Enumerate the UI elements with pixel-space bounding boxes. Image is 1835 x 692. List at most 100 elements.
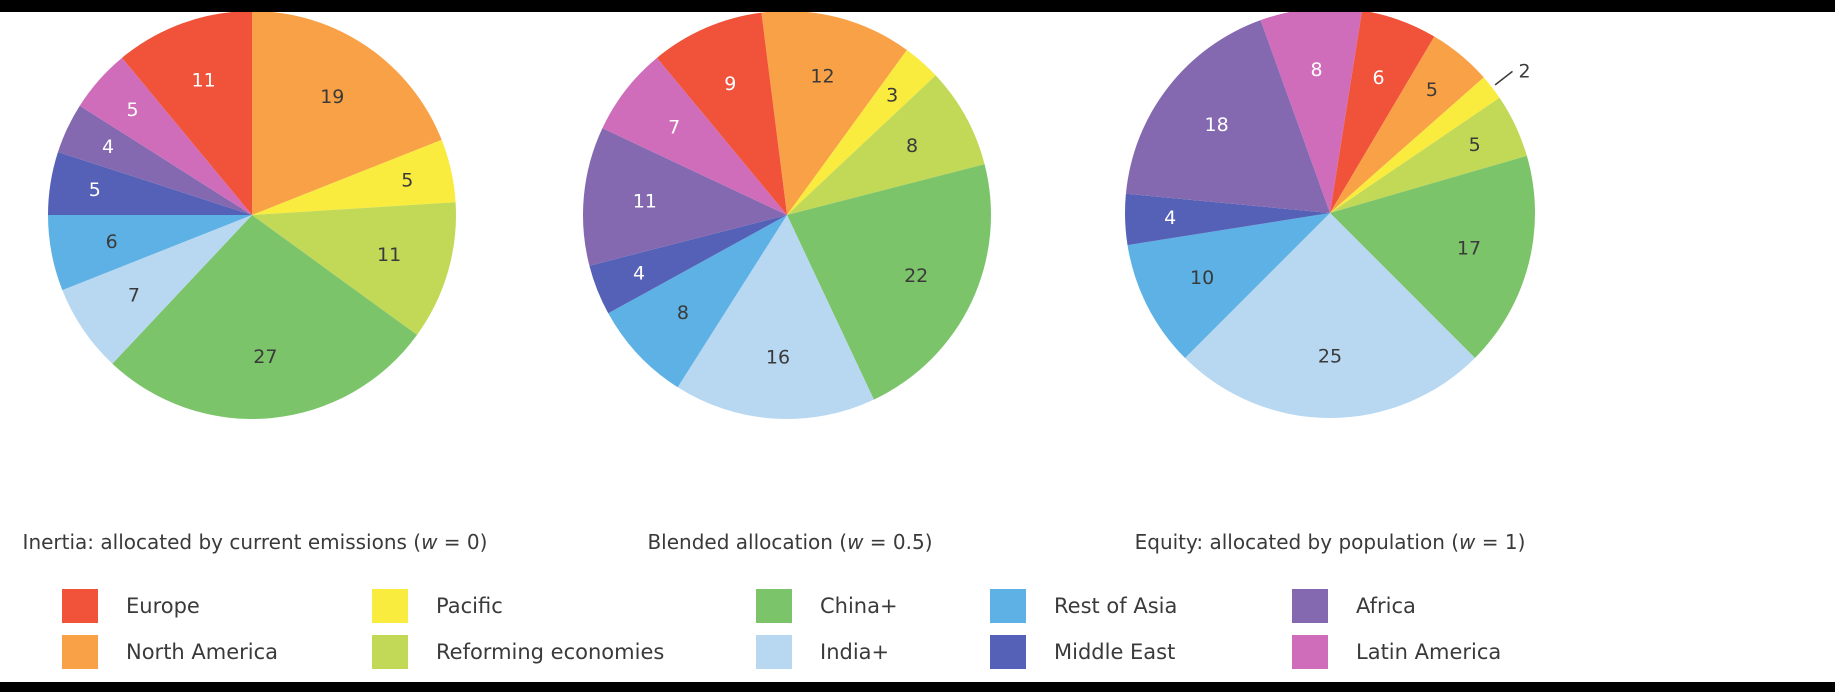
slice-label-reforming-economies: 11 (377, 244, 401, 266)
pie-caption-equity: Equity: allocated by population (w = 1) (1100, 530, 1560, 554)
slice-middle-east (589, 215, 787, 314)
slice-north-america (761, 12, 907, 215)
caption-blended-value: = 0.5) (863, 530, 933, 554)
slice-label-china: 27 (253, 346, 277, 368)
legend-label-pacific: Pacific (436, 594, 503, 618)
slice-reforming-economies (787, 75, 985, 215)
legend-swatch-reforming-economies (372, 635, 408, 669)
legend-label-africa: Africa (1356, 594, 1416, 618)
slice-label-pacific: 5 (401, 169, 413, 191)
slice-latin-america (602, 57, 787, 215)
legend-item-latin-america: Latin America (1292, 632, 1501, 672)
slice-pacific (787, 49, 936, 216)
slice-label-middle-east: 5 (89, 179, 101, 201)
slice-rest-of-asia (48, 215, 252, 291)
legend-item-north-america: North America (62, 632, 278, 672)
slice-label-china: 22 (904, 265, 928, 287)
legend-item-reforming-economies: Reforming economies (372, 632, 664, 672)
legend-label-middle-east: Middle East (1054, 640, 1176, 664)
caption-equity-w: w (1459, 530, 1476, 554)
legend-swatch-india (756, 635, 792, 669)
slice-africa (583, 128, 787, 266)
slice-china (1330, 155, 1536, 358)
slice-reforming-economies (252, 202, 457, 335)
caption-inertia-value: = 0) (437, 530, 488, 554)
slice-rest-of-asia (1127, 213, 1330, 358)
slice-middle-east (1124, 193, 1330, 246)
slice-label-europe: 9 (724, 73, 736, 95)
legend: Europe North America Pacific Reforming e… (0, 586, 1835, 676)
pie-blended: 12 3 8 22 16 8 4 11 7 9 (583, 12, 991, 419)
slice-label-rest-of-asia: 6 (106, 231, 118, 253)
slice-europe (1330, 12, 1435, 213)
legend-swatch-africa (1292, 589, 1328, 623)
legend-label-reforming-economies: Reforming economies (436, 640, 665, 664)
slice-label-africa: 18 (1205, 114, 1229, 136)
legend-item-africa: Africa (1292, 586, 1416, 626)
slice-label-latin-america: 5 (127, 99, 139, 121)
slice-pacific (252, 139, 456, 215)
slice-label-india: 25 (1318, 346, 1342, 368)
legend-label-rest-of-asia: Rest of Asia (1054, 594, 1178, 618)
caption-blended-text: Blended allocation ( (647, 530, 848, 554)
slice-europe (656, 12, 787, 215)
slice-pacific (1330, 77, 1500, 214)
slice-latin-america (1260, 12, 1362, 213)
slice-label-pacific: 3 (886, 85, 898, 107)
slice-label-north-america: 12 (810, 66, 834, 88)
legend-swatch-europe (62, 589, 98, 623)
legend-label-india: India+ (820, 640, 890, 664)
slice-north-america (1330, 36, 1484, 213)
slice-label-rest-of-asia: 10 (1190, 267, 1214, 289)
slice-africa (1125, 20, 1330, 214)
legend-label-latin-america: Latin America (1356, 640, 1502, 664)
pie-caption-inertia: Inertia: allocated by current emissions … (10, 530, 500, 554)
slice-label-africa: 11 (633, 191, 657, 213)
slice-rest-of-asia (608, 215, 787, 388)
caption-inertia-text: Inertia: allocated by current emissions … (22, 530, 422, 554)
pie-caption-blended: Blended allocation (w = 0.5) (580, 530, 1000, 554)
caption-blended-w: w (847, 530, 864, 554)
legend-swatch-rest-of-asia (990, 589, 1026, 623)
slice-label-middle-east: 4 (633, 263, 645, 285)
legend-swatch-china (756, 589, 792, 623)
legend-label-europe: Europe (126, 594, 200, 618)
slice-india (1185, 213, 1475, 419)
slice-label-middle-east: 4 (1164, 207, 1176, 229)
slice-europe (121, 12, 252, 215)
legend-item-china: China+ (756, 586, 898, 626)
slice-north-america (252, 12, 442, 215)
legend-swatch-north-america (62, 635, 98, 669)
slice-label-pacific: 2 (1518, 60, 1530, 82)
slice-label-latin-america: 8 (1310, 59, 1322, 81)
legend-item-europe: Europe (62, 586, 200, 626)
slice-label-india: 16 (766, 347, 790, 369)
slice-china (112, 215, 418, 420)
legend-label-china: China+ (820, 594, 898, 618)
slice-label-north-america: 5 (1426, 79, 1438, 101)
legend-swatch-middle-east (990, 635, 1026, 669)
legend-label-north-america: North America (126, 640, 279, 664)
slice-reforming-economies (1330, 97, 1527, 213)
slice-africa (57, 105, 253, 215)
slice-label-north-america: 19 (320, 86, 344, 108)
legend-item-middle-east: Middle East (990, 632, 1175, 672)
slice-label-china: 17 (1457, 238, 1481, 260)
caption-equity-value: = 1) (1475, 530, 1526, 554)
legend-item-rest-of-asia: Rest of Asia (990, 586, 1177, 626)
slice-leader-pacific (1494, 70, 1513, 86)
slice-label-reforming-economies: 8 (906, 135, 918, 157)
legend-swatch-pacific (372, 589, 408, 623)
caption-inertia-w: w (421, 530, 438, 554)
figure-panel: 19 5 11 27 7 6 5 4 5 11 12 3 8 22 16 8 4 11 7 9 8 6 5 2 5 17 25 10 4… (0, 12, 1835, 682)
slice-label-india: 7 (128, 284, 140, 306)
slice-china (787, 164, 991, 400)
slice-middle-east (48, 151, 252, 215)
slice-label-europe: 6 (1373, 67, 1385, 89)
slice-latin-america (79, 57, 252, 215)
slice-label-latin-america: 7 (668, 117, 680, 139)
